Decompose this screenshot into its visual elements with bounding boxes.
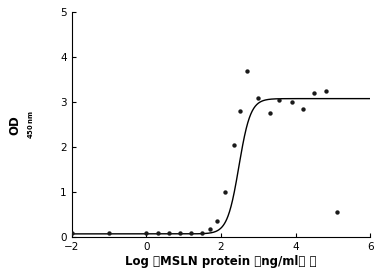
Point — [231, 143, 237, 147]
Point — [267, 111, 273, 116]
Point — [207, 227, 213, 231]
Text: OD: OD — [8, 115, 21, 135]
Point — [69, 231, 75, 236]
Point — [199, 230, 206, 235]
Point — [143, 230, 149, 235]
Point — [106, 230, 112, 235]
Point — [300, 107, 306, 111]
Point — [236, 109, 243, 113]
Point — [255, 95, 261, 100]
Point — [166, 230, 172, 235]
Point — [188, 230, 194, 235]
Point — [214, 219, 220, 224]
Text: $\mathbf{_{450\,nm}}$: $\mathbf{_{450\,nm}}$ — [26, 110, 36, 139]
Point — [276, 98, 282, 102]
Point — [334, 210, 340, 214]
Point — [222, 190, 228, 194]
Point — [311, 91, 317, 95]
Point — [244, 68, 250, 73]
X-axis label: Log （MSLN protein （ng/ml） ）: Log （MSLN protein （ng/ml） ） — [125, 255, 317, 268]
Point — [177, 230, 183, 235]
Point — [289, 100, 295, 104]
Point — [154, 230, 160, 235]
Point — [322, 89, 329, 93]
